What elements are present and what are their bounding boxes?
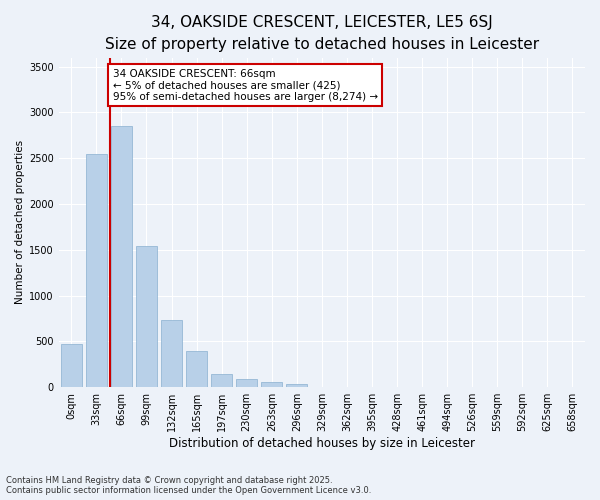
Bar	[161, 320, 182, 387]
Y-axis label: Number of detached properties: Number of detached properties	[15, 140, 25, 304]
Bar	[136, 246, 157, 387]
Text: 34 OAKSIDE CRESCENT: 66sqm
← 5% of detached houses are smaller (425)
95% of semi: 34 OAKSIDE CRESCENT: 66sqm ← 5% of detac…	[113, 68, 378, 102]
X-axis label: Distribution of detached houses by size in Leicester: Distribution of detached houses by size …	[169, 437, 475, 450]
Bar	[86, 154, 107, 387]
Bar	[211, 374, 232, 387]
Bar	[286, 384, 307, 387]
Text: Contains HM Land Registry data © Crown copyright and database right 2025.
Contai: Contains HM Land Registry data © Crown c…	[6, 476, 371, 495]
Bar	[236, 379, 257, 387]
Bar	[61, 344, 82, 387]
Title: 34, OAKSIDE CRESCENT, LEICESTER, LE5 6SJ
Size of property relative to detached h: 34, OAKSIDE CRESCENT, LEICESTER, LE5 6SJ…	[105, 15, 539, 52]
Bar	[111, 126, 132, 387]
Bar	[261, 382, 283, 387]
Bar	[186, 352, 207, 387]
